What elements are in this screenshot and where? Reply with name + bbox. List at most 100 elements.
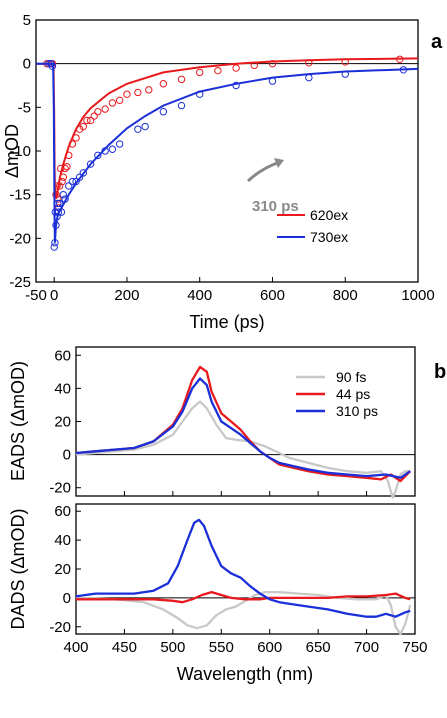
a-point-730ex-22 (108, 145, 117, 153)
annotation-arrowhead (274, 158, 284, 168)
a-ytick-label--20: -20 (9, 230, 31, 247)
b2-xtick-label-500: 500 (160, 639, 185, 656)
a-point-730ex-19 (86, 160, 95, 168)
a-point-620ex-20 (90, 112, 98, 120)
a-ytick-label-5: 5 (23, 12, 31, 29)
a-xtick-label-1000: 1000 (401, 287, 434, 304)
a-point-620ex-23 (108, 99, 117, 107)
dads-ylabel: DADS (ΔmOD) (8, 508, 28, 629)
a-point-620ex-12 (63, 163, 71, 171)
a-point-620ex-32 (232, 64, 240, 72)
a-point-620ex-34 (268, 59, 277, 68)
a-point-730ex-31 (305, 73, 313, 82)
a-point-730ex-30 (268, 77, 277, 85)
a-point-620ex-9 (58, 177, 66, 186)
panel-b-legend: 90 fs 44 ps 310 ps (296, 369, 378, 419)
a-point-620ex-17 (79, 122, 87, 131)
a-point-730ex-13 (61, 195, 69, 203)
b1-ytick-label-40: 40 (54, 380, 71, 397)
a-point-730ex-15 (68, 177, 77, 186)
a-xtick-label-800: 800 (333, 287, 358, 304)
legend-label-730ex: 730ex (310, 229, 348, 245)
a-point-620ex-22 (101, 105, 109, 113)
b1-ytick-label-20: 20 (54, 414, 71, 431)
b2-series-line-trace-1 (76, 590, 411, 604)
a-ytick-label--25: -25 (9, 274, 31, 291)
panel-a-label: a (431, 31, 443, 53)
a-point-620ex-37 (396, 55, 404, 63)
wavelength-xlabel: Wavelength (nm) (177, 664, 313, 684)
a-xtick-label-200: 200 (114, 287, 139, 304)
panel-a-ylabel: ΔmOD (2, 124, 22, 178)
a-point-620ex-3 (52, 190, 60, 199)
a-point-730ex-27 (177, 101, 186, 110)
a-point-620ex-15 (72, 134, 80, 142)
a-point-730ex-24 (134, 125, 142, 133)
a-point-730ex-33 (399, 66, 408, 74)
a-xtick-label-0: 0 (50, 287, 58, 304)
a-ytick-label--15: -15 (9, 187, 31, 204)
panel-b-bottom-frame (75, 503, 416, 635)
a-point-620ex-35 (305, 59, 313, 67)
a-point-620ex-25 (123, 90, 131, 98)
a-point-620ex-10 (59, 173, 67, 181)
a-point-730ex-28 (196, 90, 204, 98)
b1-series-line-310-ps (75, 377, 411, 479)
b2-xtick-label-550: 550 (209, 639, 234, 656)
annotation-arrow (246, 160, 281, 183)
a-ytick-label-0: 0 (23, 56, 31, 73)
b1-ytick-label--20: -20 (49, 480, 71, 497)
a-point-730ex-29 (232, 81, 240, 90)
a-point-730ex-32 (341, 70, 349, 78)
legend-label-310ps: 310 ps (336, 403, 378, 419)
b2-ytick-label-20: 20 (54, 561, 71, 578)
a-point-620ex-19 (86, 116, 95, 125)
b2-xtick-label-450: 450 (112, 639, 137, 656)
a-point-620ex-18 (83, 116, 91, 125)
b1-ytick-label-0: 0 (63, 447, 71, 464)
a-point-620ex-24 (115, 96, 124, 105)
a-point-620ex-30 (196, 68, 204, 77)
a-fit-line-620ex (36, 57, 419, 200)
a-xtick-label-600: 600 (260, 287, 285, 304)
annotation-label: 310 ps (252, 198, 299, 215)
a-xtick-label-400: 400 (187, 287, 212, 304)
a-point-620ex-11 (61, 164, 69, 173)
a-point-730ex-18 (79, 169, 87, 177)
panel-b-label: b (434, 361, 446, 383)
b2-xtick-label-700: 700 (354, 639, 379, 656)
b2-ytick-label-40: 40 (54, 532, 71, 549)
a-point-620ex-14 (68, 140, 77, 148)
b2-xtick-label-600: 600 (257, 639, 282, 656)
panel-b: 60 40 20 0 -20 60 40 20 0 -20 400 450 500 550 600 650 7… (8, 346, 446, 684)
b2-ytick-label-0: 0 (63, 590, 71, 607)
b2-ytick-label--20: -20 (49, 619, 71, 636)
panel-a-legend: 620ex 730ex (277, 207, 348, 245)
a-fit-line-730ex (36, 62, 419, 243)
a-point-730ex-21 (101, 147, 109, 155)
a-point-730ex-14 (65, 182, 73, 190)
legend-label-620ex: 620ex (310, 207, 348, 223)
a-point-620ex-27 (145, 86, 153, 94)
a-point-730ex-25 (141, 122, 149, 131)
a-point-620ex-33 (250, 61, 258, 70)
b2-xtick-label-750: 750 (402, 639, 427, 656)
a-ytick-label--5: -5 (18, 99, 31, 116)
a-point-620ex-21 (94, 108, 102, 116)
b2-xtick-label-400: 400 (63, 639, 88, 656)
a-point-730ex-7 (53, 212, 61, 221)
a-point-730ex-3 (50, 243, 58, 251)
a-ytick-label--10: -10 (9, 143, 31, 160)
a-point-620ex-29 (177, 75, 186, 84)
a-point-730ex-20 (94, 151, 102, 160)
b2-ytick-label-60: 60 (54, 503, 71, 520)
a-point-730ex-10 (55, 199, 64, 208)
a-point-620ex-26 (134, 88, 142, 97)
a-point-730ex-12 (59, 190, 67, 199)
legend-label-90fs: 90 fs (336, 369, 366, 385)
a-point-730ex-26 (159, 108, 168, 116)
a-point-730ex-11 (57, 208, 66, 216)
a-point-730ex-6 (52, 221, 60, 229)
a-point-730ex-17 (75, 173, 84, 181)
